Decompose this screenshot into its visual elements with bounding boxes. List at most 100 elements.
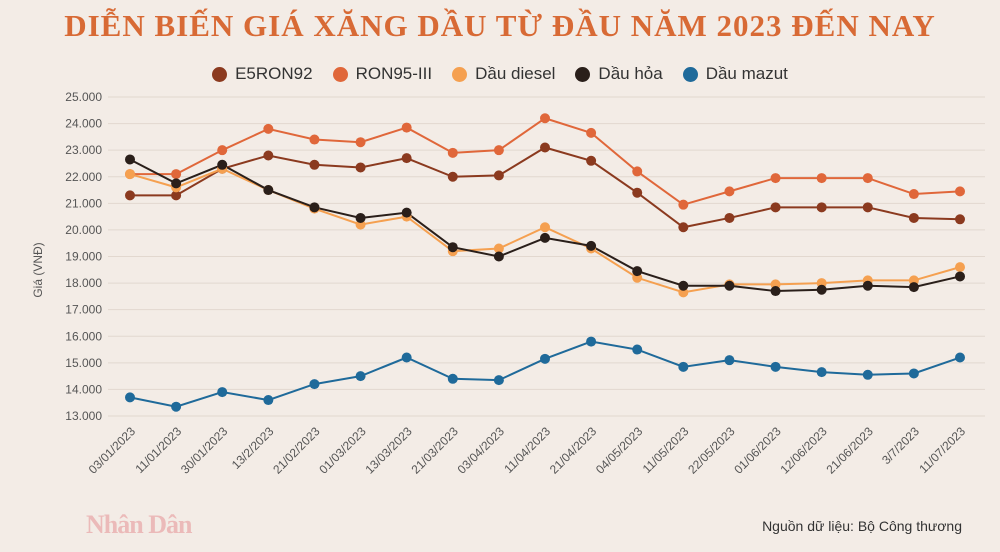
data-point: [171, 401, 182, 412]
x-tick-label: 11/01/2023: [132, 424, 184, 476]
data-point: [401, 207, 412, 218]
legend-item-diesel: Dầu diesel: [452, 64, 555, 84]
y-tick-label: 16.000: [65, 329, 102, 343]
y-tick-label: 19.000: [65, 250, 102, 264]
data-point: [770, 173, 781, 184]
x-tick-label: 04/05/2023: [593, 424, 646, 477]
legend-item-dau-hoa: Dầu hỏa: [575, 64, 663, 84]
data-point: [632, 344, 643, 355]
data-point: [171, 178, 182, 189]
x-tick-label: 11/04/2023: [501, 424, 553, 476]
y-tick-label: 20.000: [65, 223, 102, 237]
data-point: [678, 199, 689, 210]
data-point: [908, 189, 919, 200]
data-point: [586, 336, 597, 347]
data-point: [632, 166, 643, 177]
data-point: [171, 169, 182, 180]
data-point: [770, 202, 781, 213]
y-tick-label: 18.000: [65, 276, 102, 290]
series-line: [129, 340, 961, 408]
data-point: [770, 286, 781, 297]
data-point: [862, 173, 873, 184]
data-point: [540, 113, 550, 124]
series-line: [130, 146, 961, 229]
chart-title: DIỄN BIẾN GIÁ XĂNG DẦU TỪ ĐẦU NĂM 2023 Đ…: [64, 8, 936, 43]
data-point: [724, 212, 735, 223]
x-tick-label: 3/7/2023: [879, 424, 922, 467]
x-tick-label: 01/06/2023: [731, 424, 784, 477]
data-point: [862, 202, 873, 213]
legend: E5RON92 RON95-III Dầu diesel Dầu hỏa Dầu…: [0, 64, 1000, 84]
legend-label: RON95-III: [355, 64, 433, 83]
legend-label: Dầu mazut: [705, 64, 788, 83]
x-tick-label: 11/07/2023: [916, 424, 968, 476]
data-point: [171, 190, 182, 201]
data-point: [263, 150, 274, 161]
data-point: [309, 202, 320, 213]
data-point: [540, 353, 550, 364]
data-point: [263, 185, 274, 196]
y-tick-label: 25.000: [65, 90, 102, 104]
x-tick-label: 03/01/2023: [86, 424, 139, 477]
legend-swatch: [575, 66, 591, 82]
data-point: [724, 186, 735, 197]
x-tick-label: 13/03/2023: [362, 424, 415, 477]
data-point: [355, 137, 366, 148]
data-point: [493, 375, 504, 386]
data-point: [217, 145, 228, 156]
x-tick-label: 21/03/2023: [409, 424, 462, 477]
y-tick-label: 24.000: [65, 117, 102, 131]
data-point: [816, 284, 827, 295]
data-point: [309, 134, 320, 145]
x-tick-label: 11/05/2023: [640, 424, 692, 476]
x-tick-label: 03/04/2023: [455, 424, 508, 477]
data-point: [447, 242, 458, 253]
data-point: [862, 369, 873, 380]
legend-swatch: [332, 66, 348, 82]
data-point: [955, 186, 965, 197]
x-tick-label: 01/03/2023: [316, 424, 369, 477]
data-point: [770, 361, 781, 372]
x-tick-label: 21/06/2023: [824, 424, 877, 477]
data-point: [125, 169, 135, 180]
data-point: [678, 222, 689, 233]
legend-swatch: [212, 66, 228, 82]
data-point: [401, 153, 412, 164]
y-tick-label: 22.000: [65, 170, 102, 184]
x-tick-label: 30/01/2023: [178, 424, 231, 477]
legend-label: Dầu diesel: [475, 64, 556, 83]
data-point: [401, 122, 412, 133]
legend-item-ron95: RON95-III: [332, 64, 433, 84]
x-tick-label: 21/02/2023: [270, 424, 323, 477]
data-point: [447, 171, 458, 182]
data-point: [955, 352, 965, 363]
legend-swatch: [452, 66, 468, 82]
data-point: [816, 367, 827, 378]
legend-swatch: [682, 66, 698, 82]
data-point: [862, 280, 873, 291]
data-point: [586, 155, 597, 166]
data-point: [263, 395, 274, 406]
data-point: [955, 271, 965, 282]
data-point: [355, 371, 366, 382]
y-tick-label: 23.000: [65, 143, 102, 157]
x-tick-label: 12/06/2023: [777, 424, 830, 477]
data-point: [493, 145, 504, 156]
data-point: [816, 173, 827, 184]
legend-item-mazut: Dầu mazut: [682, 64, 788, 84]
data-point: [908, 282, 919, 293]
y-tick-label: 15.000: [65, 356, 102, 370]
x-tick-label: 21/04/2023: [547, 424, 600, 477]
data-point: [678, 280, 689, 291]
watermark-logo: Nhân Dân: [86, 510, 192, 539]
data-point: [724, 280, 735, 291]
data-point: [632, 187, 643, 198]
data-point: [309, 159, 320, 170]
data-point: [355, 212, 366, 223]
y-tick-label: 14.000: [65, 382, 102, 396]
data-point: [540, 142, 550, 153]
data-point: [125, 190, 135, 201]
data-point: [125, 154, 135, 165]
data-point: [632, 266, 643, 277]
